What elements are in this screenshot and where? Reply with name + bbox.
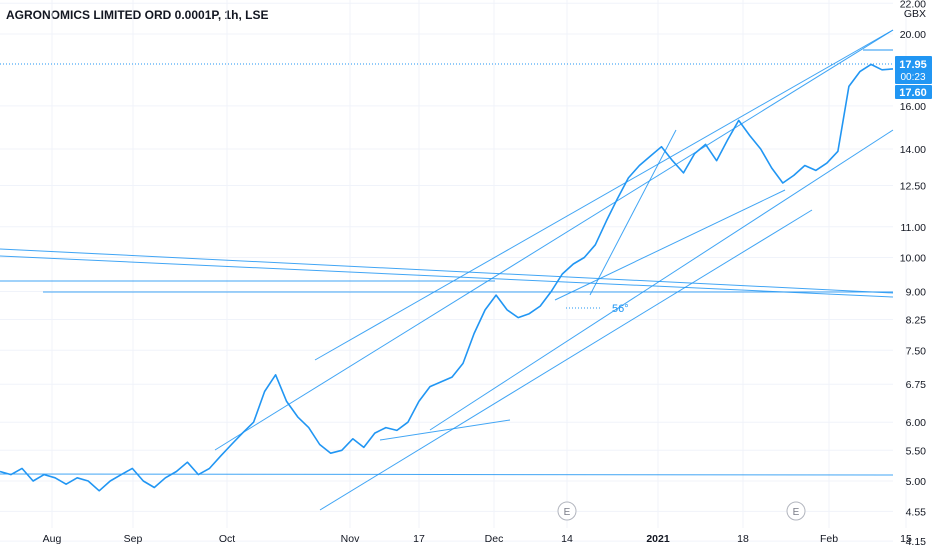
y-tick-label: 5.00 (906, 476, 927, 488)
y-tick-label: 20.00 (900, 29, 926, 41)
y-tick-label: 5.50 (906, 445, 927, 457)
grid (0, 0, 907, 542)
trendline (589, 129, 677, 296)
x-tick-label: Feb (820, 533, 838, 545)
trendline (0, 473, 894, 476)
y-tick-label: 6.75 (906, 379, 927, 391)
current-price-label: 17.95 (899, 59, 927, 71)
trendline (554, 189, 786, 301)
x-tick-label: 2021 (646, 533, 670, 545)
y-tick-label: 11.00 (901, 222, 927, 234)
x-tick-label: 17 (413, 533, 425, 545)
earnings-marker (786, 501, 806, 521)
price-axis: 22.00 20.00 16.00 14.00 12.50 11.00 10.00 9.00 8… (900, 0, 926, 548)
y-tick-label: 7.50 (906, 345, 927, 357)
y-tick-label: 6.00 (906, 417, 927, 429)
y-tick-label: 4.55 (906, 506, 927, 518)
y-tick-label: 14.00 (900, 144, 926, 156)
price-badge (895, 56, 932, 84)
angle-label: 56° (612, 303, 629, 315)
x-tick-label: Aug (43, 533, 62, 545)
price-line (0, 63, 894, 492)
prev-price-badge (895, 85, 932, 99)
prev-price-label: 17.60 (899, 87, 927, 99)
trendline (379, 419, 511, 441)
y-tick-label: 8.25 (906, 315, 927, 327)
x-tick-label: Sep (124, 533, 143, 545)
earnings-marker (557, 501, 577, 521)
y-tick-label: 16.00 (900, 101, 926, 113)
x-tick-label: Oct (219, 533, 235, 545)
chart-title: AGRONOMICS LIMITED ORD 0.0001P, 1h, LSE (6, 8, 269, 22)
trendline (214, 29, 894, 451)
x-tick-label: Nov (341, 533, 360, 545)
trendline (0, 255, 894, 298)
trendline (314, 29, 894, 361)
trendlines: 56° (0, 29, 894, 511)
x-tick-label: 15 (900, 533, 912, 545)
currency-label: GBX (904, 8, 926, 20)
trendline (0, 248, 894, 294)
y-tick-label: 4.15 (906, 536, 927, 548)
trendline (319, 209, 813, 511)
earnings-marker-label: E (793, 507, 800, 518)
trendline (429, 129, 894, 431)
earnings-marker-label: E (564, 507, 571, 518)
x-tick-label: 14 (561, 533, 573, 545)
countdown-label: 00:23 (900, 72, 925, 83)
x-tick-label: 18 (737, 533, 749, 545)
y-tick-label: 9.00 (906, 286, 927, 298)
y-tick-label: 10.00 (900, 252, 926, 264)
y-tick-label: 22.00 (900, 0, 926, 10)
price-series (0, 63, 894, 492)
y-tick-label: 12.50 (900, 181, 926, 193)
x-tick-label: Dec (485, 533, 504, 545)
time-axis: Aug Sep Oct Nov 17 Dec 14 2021 18 Feb 15 (43, 533, 912, 545)
